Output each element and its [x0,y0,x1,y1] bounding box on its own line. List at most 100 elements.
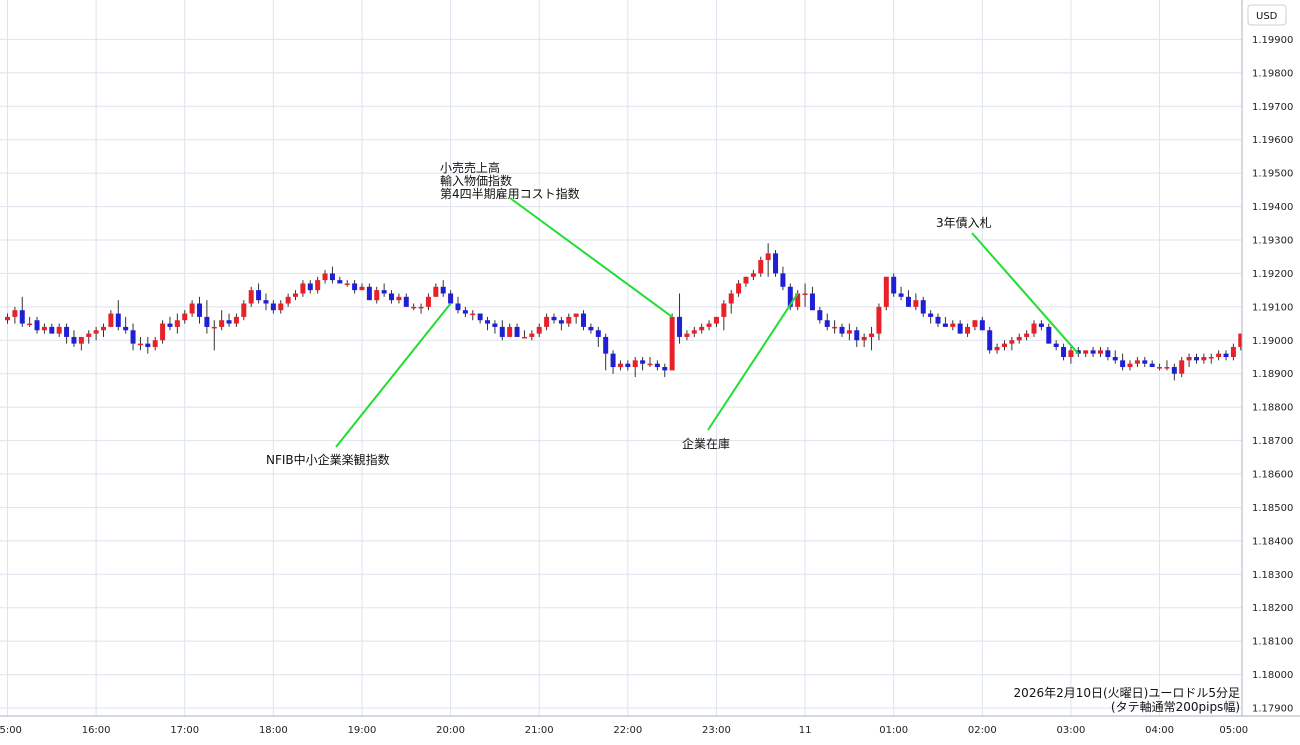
candle-body [34,320,40,331]
candle-body [846,330,852,334]
candle-body [809,293,815,311]
candle-body [787,286,793,307]
candle-body [71,336,77,344]
candle [891,273,897,297]
candle [359,283,365,291]
candle-body [529,333,535,337]
candle-body [854,330,860,341]
candle [337,276,343,284]
candle-body [1112,357,1118,361]
candle-body [566,316,572,324]
candle-body [219,320,225,327]
candle [603,333,609,371]
candle-body [470,313,476,316]
candle [381,283,387,297]
candle-body [108,313,114,327]
candle-body [64,326,70,337]
candle [920,296,926,317]
candle [839,323,845,337]
candle [979,316,985,331]
candle [1223,350,1229,361]
candle-body [418,306,424,309]
candle [869,326,875,351]
y-tick-label: 1.19200 [1252,269,1293,280]
candle [1164,360,1170,371]
candle-body [1238,333,1244,347]
candle [448,290,454,304]
candle [1053,340,1059,351]
candle-body [389,293,395,301]
candle [942,316,948,327]
candle-body [425,296,431,307]
candle-body [662,367,668,371]
candle [344,280,350,287]
candle-body [994,346,1000,351]
candle [1112,350,1118,364]
x-tick-label: 11 [799,725,812,736]
candle-body [765,253,771,261]
candle-body [721,303,727,317]
candle-body [1134,360,1140,364]
candle [713,316,719,327]
candle [1075,346,1081,357]
candle-body [898,293,904,297]
annotation-label: 輸入物価指数 [440,173,512,188]
candle [905,290,911,307]
candle [957,320,963,334]
x-tick-label: 23:00 [702,725,731,736]
candle-body [1193,357,1199,361]
y-tick-label: 1.18500 [1252,503,1293,514]
candle-body [1179,360,1185,374]
candle-body [654,363,660,368]
candle-body [462,310,468,314]
candle-body [322,273,328,281]
candle [455,296,461,314]
candle [876,303,882,341]
candle [1016,333,1022,344]
currency-badge [1247,4,1287,26]
candle [137,336,143,351]
candle [1024,330,1030,341]
x-tick-label: 20:00 [436,725,465,736]
candle [322,270,328,284]
y-tick-label: 1.19700 [1252,102,1293,113]
annotation-leader-line [707,292,799,431]
candle [440,280,446,297]
candle [898,286,904,301]
candle [928,310,934,324]
candle-body [1149,363,1155,368]
candle [1186,353,1192,368]
annotation-label: 第4四半期雇用コスト指数 [440,186,580,201]
candle-body [617,363,623,368]
candle [204,300,210,334]
candle [972,320,978,331]
candle [802,283,808,307]
candle-body [1046,326,1052,344]
candle-body [1120,360,1126,368]
candle-body [551,316,557,321]
y-tick-label: 1.18600 [1252,470,1293,481]
candle-body [1142,360,1148,364]
candle-body [300,283,306,294]
candle-body [315,280,321,291]
candle [1105,346,1111,361]
candle-body [1105,350,1111,357]
candle-body [706,323,712,327]
candle [824,313,830,331]
candle-body [204,316,210,327]
candle [433,283,439,297]
candle-body [226,320,232,324]
candle-body [773,253,779,274]
candle [1193,353,1199,364]
candle-body [101,326,107,331]
candle-body [307,283,313,291]
x-tick-label: 21:00 [525,725,554,736]
candle-body [935,316,941,324]
candle-body [802,293,808,295]
candle [854,326,860,347]
candle [507,323,513,337]
candle [71,330,77,347]
candle [263,293,269,311]
candle-body [691,330,697,334]
candle-body [595,330,601,337]
